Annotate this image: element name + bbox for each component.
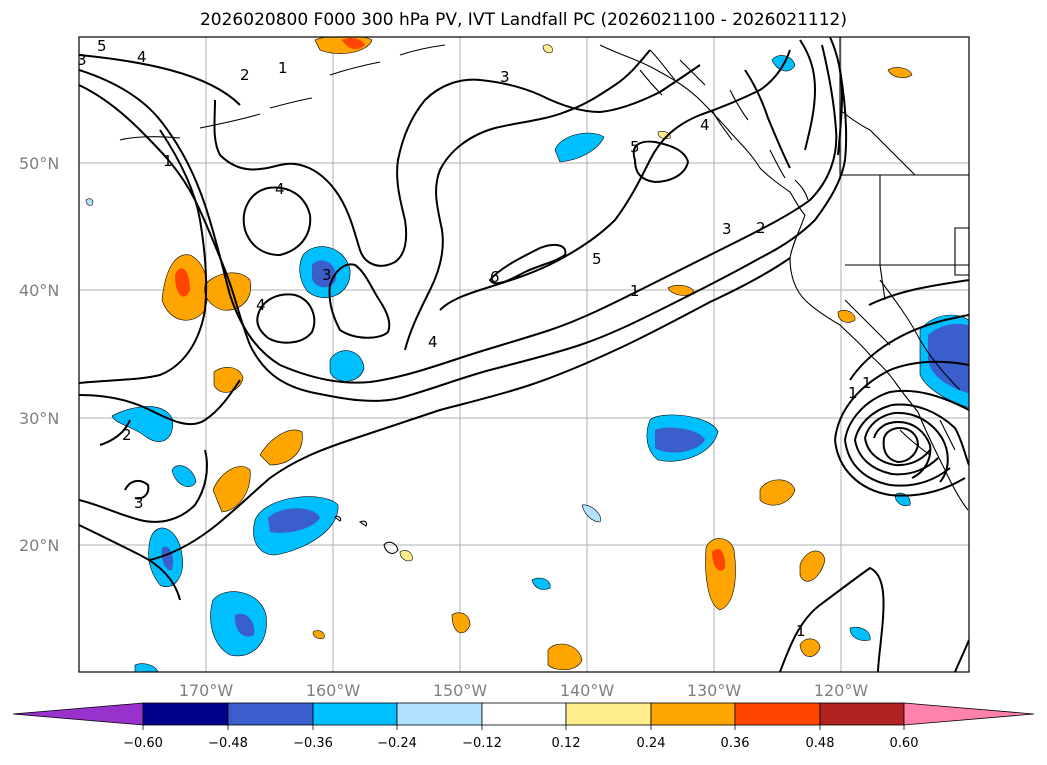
colorbar-tick-label: −0.24 <box>377 736 417 751</box>
contour-label: 1 <box>630 282 640 300</box>
latitude-labels: 50°N 40°N 30°N 20°N <box>19 154 59 555</box>
colorbar-tick-label: −0.48 <box>208 736 248 751</box>
contour-label: 5 <box>630 138 640 156</box>
colorbar-segment <box>903 702 1035 726</box>
contour-labels: 5 4 3 2 1 3 4 1 4 3 4 6 5 3 2 1 4 5 2 3 … <box>77 37 872 640</box>
contour-label: 2 <box>756 219 766 237</box>
negative-anomalies <box>85 55 969 672</box>
contour-label: 3 <box>722 220 732 238</box>
lon-label: 150°W <box>433 681 488 700</box>
contour-label: 3 <box>500 68 510 86</box>
colorbar-segment <box>565 702 652 726</box>
colorbar-tick-label: 0.36 <box>721 736 750 751</box>
lon-label: 120°W <box>814 681 869 700</box>
contour-label: 4 <box>256 296 266 314</box>
colorbar-segment <box>734 702 821 726</box>
colorbar-ticks <box>142 725 905 730</box>
contour-label: 4 <box>137 48 147 66</box>
lon-label: 170°W <box>179 681 234 700</box>
contour-label: 4 <box>700 116 710 134</box>
lon-label: 160°W <box>306 681 361 700</box>
chart-title: 2026020800 F000 300 hPa PV, IVT Landfall… <box>199 10 847 30</box>
contour-label: 1 <box>796 622 806 640</box>
lat-label: 50°N <box>19 154 59 173</box>
contour-label: 2 <box>240 66 250 84</box>
contour-label: 4 <box>275 180 285 198</box>
colorbar-segment <box>227 702 314 726</box>
lat-label: 40°N <box>19 281 59 300</box>
map-frame <box>78 36 970 673</box>
colorbar-tick-label: 0.12 <box>552 736 581 751</box>
contour-label: 5 <box>97 37 107 55</box>
colorbar-tick-label: −0.60 <box>123 736 163 751</box>
lat-label: 30°N <box>19 409 59 428</box>
colorbar-segment <box>481 702 567 726</box>
contour-label: 2 <box>122 426 132 444</box>
colorbar-tick-label: 0.24 <box>637 736 666 751</box>
colorbar-tick-label: −0.12 <box>462 736 502 751</box>
contour-label: 1 <box>862 374 872 392</box>
contour-label: 3 <box>77 51 87 69</box>
colorbar-segment <box>650 702 736 726</box>
lon-label: 140°W <box>560 681 615 700</box>
colorbar-segment <box>12 702 144 726</box>
contour-lines <box>79 37 969 672</box>
colorbar-segment <box>396 702 483 726</box>
colorbar-tick-label: 0.60 <box>890 736 919 751</box>
contour-label: 6 <box>490 268 500 286</box>
colorbar-labels: −0.60 −0.48 −0.36 −0.24 −0.12 0.12 0.24 … <box>123 736 918 751</box>
contour-label: 4 <box>428 333 438 351</box>
contour-label: 5 <box>592 250 602 268</box>
contour-label: 3 <box>134 494 144 512</box>
contour-label: 3 <box>322 266 332 284</box>
colorbar-segment <box>312 702 398 726</box>
colorbar <box>12 702 1035 726</box>
colorbar-segment <box>819 702 905 726</box>
contour-label: 1 <box>848 384 858 402</box>
colorbar-tick-label: 0.48 <box>806 736 835 751</box>
lon-label: 130°W <box>687 681 742 700</box>
colorbar-segment <box>142 702 229 726</box>
gridlines <box>79 37 969 672</box>
contour-label: 1 <box>163 152 173 170</box>
contour-label: 1 <box>278 59 288 77</box>
map-panel: 5 4 3 2 1 3 4 1 4 3 4 6 5 3 2 1 4 5 2 3 … <box>77 37 969 672</box>
colorbar-tick-label: −0.36 <box>293 736 333 751</box>
longitude-labels: 170°W 160°W 150°W 140°W 130°W 120°W <box>179 681 869 700</box>
lat-label: 20°N <box>19 536 59 555</box>
positive-anomalies <box>161 37 913 670</box>
